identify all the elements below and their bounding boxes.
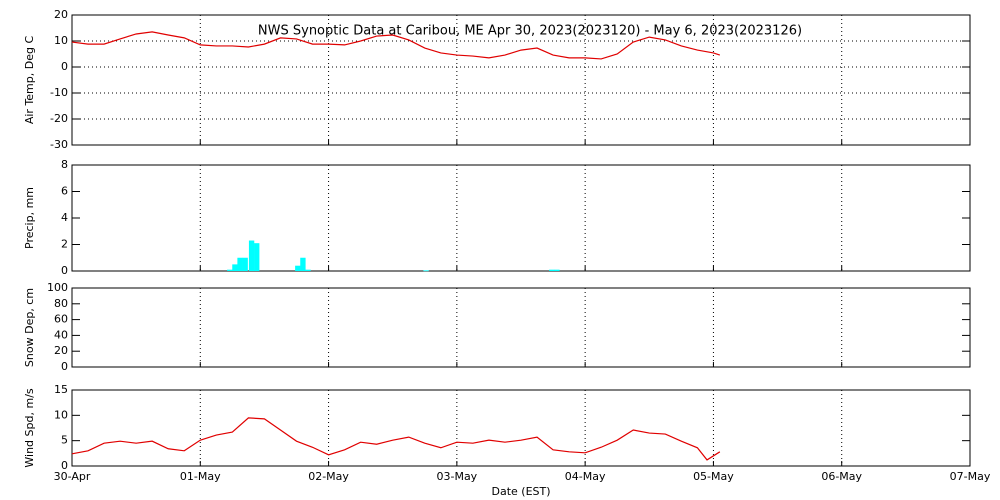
- data-line: [71, 417, 721, 461]
- x-tick-label: 03-May: [436, 470, 477, 483]
- y-tick-label: -10: [50, 86, 68, 99]
- y-tick-label: 0: [61, 60, 68, 73]
- y-tick-label: 20: [54, 8, 68, 21]
- chart-title: NWS Synoptic Data at Caribou, ME Apr 30,…: [258, 24, 802, 39]
- y-tick-label: 2: [61, 238, 68, 251]
- bar: [305, 269, 311, 271]
- bar: [227, 269, 233, 271]
- bar: [549, 269, 555, 271]
- y-tick-label: 60: [54, 313, 68, 326]
- y-tick-label: 0: [61, 360, 68, 373]
- bar: [232, 264, 238, 271]
- bar: [300, 257, 306, 271]
- x-tick-label: 30-Apr: [54, 470, 91, 483]
- y-tick-label: 0: [61, 459, 68, 472]
- y-tick-label: 6: [61, 185, 68, 198]
- y-tick-label: 15: [54, 383, 68, 396]
- bar: [248, 240, 255, 271]
- y-tick-label: 20: [54, 344, 68, 357]
- y-axis-label: Precip, mm: [23, 187, 36, 249]
- y-tick-label: 8: [61, 158, 68, 171]
- x-tick-label: 01-May: [180, 470, 221, 483]
- plot-frame: [71, 164, 971, 272]
- plot-frame: [71, 287, 971, 368]
- y-tick-label: 4: [61, 211, 68, 224]
- bar: [295, 265, 301, 271]
- bar: [423, 270, 429, 272]
- y-tick-label: 10: [54, 408, 68, 421]
- plot-frame: [71, 389, 971, 467]
- y-tick-label: 40: [54, 328, 68, 341]
- y-tick-label: -30: [50, 138, 68, 151]
- y-tick-label: 100: [47, 281, 68, 294]
- y-tick-label: 80: [54, 297, 68, 310]
- y-axis-label: Wind Spd, m/s: [23, 388, 36, 468]
- x-tick-label: 04-May: [565, 470, 606, 483]
- y-tick-label: 0: [61, 264, 68, 277]
- x-tick-label: 07-May: [950, 470, 991, 483]
- bar: [237, 257, 243, 271]
- y-tick-label: -20: [50, 112, 68, 125]
- x-axis-label: Date (EST): [491, 485, 550, 498]
- y-axis-label: Air Temp, Deg C: [23, 36, 36, 125]
- y-axis-label: Snow Dep, cm: [23, 288, 36, 367]
- y-tick-label: 5: [61, 434, 68, 447]
- x-tick-label: 06-May: [821, 470, 862, 483]
- bar: [254, 243, 260, 271]
- y-tick-label: 10: [54, 34, 68, 47]
- bar: [554, 269, 560, 271]
- x-tick-label: 05-May: [693, 470, 734, 483]
- data-line: [71, 31, 721, 60]
- bar: [242, 257, 248, 271]
- x-tick-label: 02-May: [308, 470, 349, 483]
